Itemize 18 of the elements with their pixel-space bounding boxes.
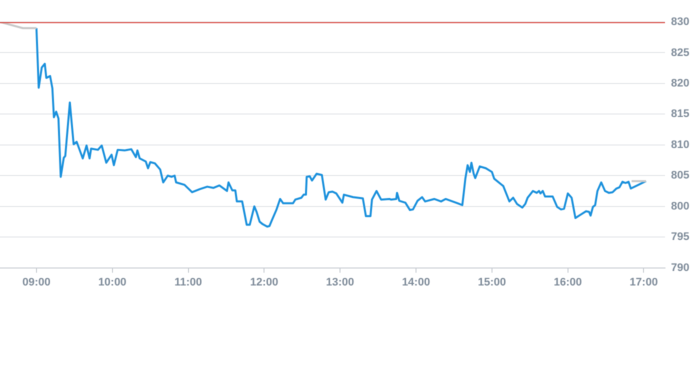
x-tick-label: 11:00 xyxy=(174,276,202,288)
y-tick-label: 805 xyxy=(671,170,690,182)
y-tick-label: 815 xyxy=(671,108,690,120)
x-tick-label: 09:00 xyxy=(22,276,51,288)
y-tick-label: 790 xyxy=(671,262,690,274)
y-tick-label: 825 xyxy=(671,46,690,59)
x-tick-label: 13:00 xyxy=(326,276,354,288)
x-tick-label: 15:00 xyxy=(478,276,506,288)
x-tick-label: 14:00 xyxy=(402,276,430,288)
x-tick-label: 17:00 xyxy=(630,276,658,288)
x-tick-label: 12:00 xyxy=(250,276,278,288)
y-tick-label: 820 xyxy=(671,77,690,90)
y-tick-label: 795 xyxy=(671,231,690,244)
x-tick-label: 10:00 xyxy=(98,276,126,288)
y-tick-label: 810 xyxy=(671,138,690,151)
x-tick-label: 16:00 xyxy=(554,276,582,288)
y-tick-label: 830 xyxy=(671,16,690,28)
y-tick-label: 800 xyxy=(671,200,690,212)
